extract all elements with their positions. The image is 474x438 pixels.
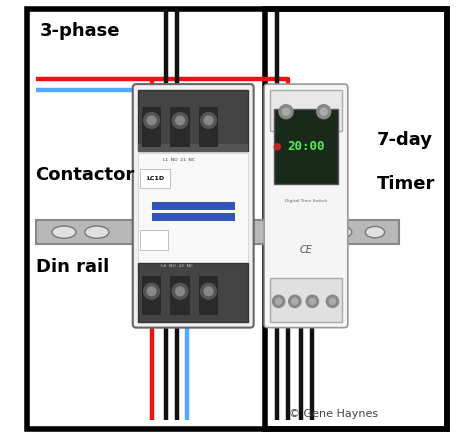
- Circle shape: [204, 116, 213, 125]
- Circle shape: [172, 283, 188, 299]
- Bar: [140, 230, 168, 250]
- Text: 20:00: 20:00: [287, 140, 325, 153]
- Text: Timer: Timer: [377, 175, 436, 193]
- Bar: [171, 276, 190, 315]
- Ellipse shape: [365, 226, 384, 238]
- Circle shape: [147, 116, 156, 125]
- Circle shape: [201, 113, 217, 128]
- Circle shape: [292, 298, 298, 304]
- Text: CE: CE: [300, 245, 312, 254]
- Bar: [152, 213, 235, 221]
- Text: LC1D: LC1D: [146, 176, 164, 181]
- Bar: [171, 107, 190, 147]
- Bar: [142, 107, 161, 147]
- Circle shape: [283, 108, 290, 115]
- Circle shape: [274, 144, 280, 150]
- Bar: [265, 9, 447, 429]
- FancyBboxPatch shape: [133, 84, 254, 328]
- Bar: [270, 90, 342, 131]
- Text: 7-day: 7-day: [377, 131, 433, 149]
- Bar: [138, 144, 248, 152]
- Text: Din rail: Din rail: [36, 258, 109, 276]
- Circle shape: [279, 105, 293, 119]
- Bar: [138, 153, 248, 263]
- Bar: [140, 169, 171, 188]
- Text: 3-phase: 3-phase: [40, 21, 120, 40]
- Circle shape: [147, 287, 156, 296]
- Circle shape: [327, 295, 338, 307]
- Circle shape: [329, 298, 336, 304]
- Bar: [199, 276, 218, 315]
- Ellipse shape: [332, 226, 352, 238]
- Circle shape: [144, 113, 159, 128]
- Circle shape: [289, 295, 301, 307]
- Text: L1  NO  21  NC: L1 NO 21 NC: [163, 158, 194, 162]
- Circle shape: [176, 287, 184, 296]
- Bar: [142, 276, 161, 315]
- Ellipse shape: [85, 226, 109, 238]
- FancyBboxPatch shape: [264, 84, 348, 328]
- Text: 1#  NO  22  NC: 1# NO 22 NC: [160, 264, 193, 268]
- Circle shape: [275, 298, 282, 304]
- Circle shape: [144, 283, 159, 299]
- Circle shape: [273, 295, 285, 307]
- Text: © Gene Haynes: © Gene Haynes: [289, 409, 378, 419]
- Circle shape: [201, 283, 217, 299]
- Circle shape: [309, 298, 315, 304]
- Bar: [274, 110, 338, 184]
- Circle shape: [176, 116, 184, 125]
- Circle shape: [172, 113, 188, 128]
- Bar: [138, 263, 248, 322]
- Text: Contactor: Contactor: [36, 166, 135, 184]
- Circle shape: [204, 287, 213, 296]
- Bar: [270, 278, 342, 322]
- Circle shape: [320, 108, 327, 115]
- Bar: [36, 220, 399, 244]
- Bar: [138, 90, 248, 151]
- Bar: [199, 107, 218, 147]
- Text: Digital Time Switch: Digital Time Switch: [285, 199, 327, 204]
- Bar: [152, 202, 235, 210]
- Ellipse shape: [52, 226, 76, 238]
- Circle shape: [317, 105, 331, 119]
- Circle shape: [306, 295, 319, 307]
